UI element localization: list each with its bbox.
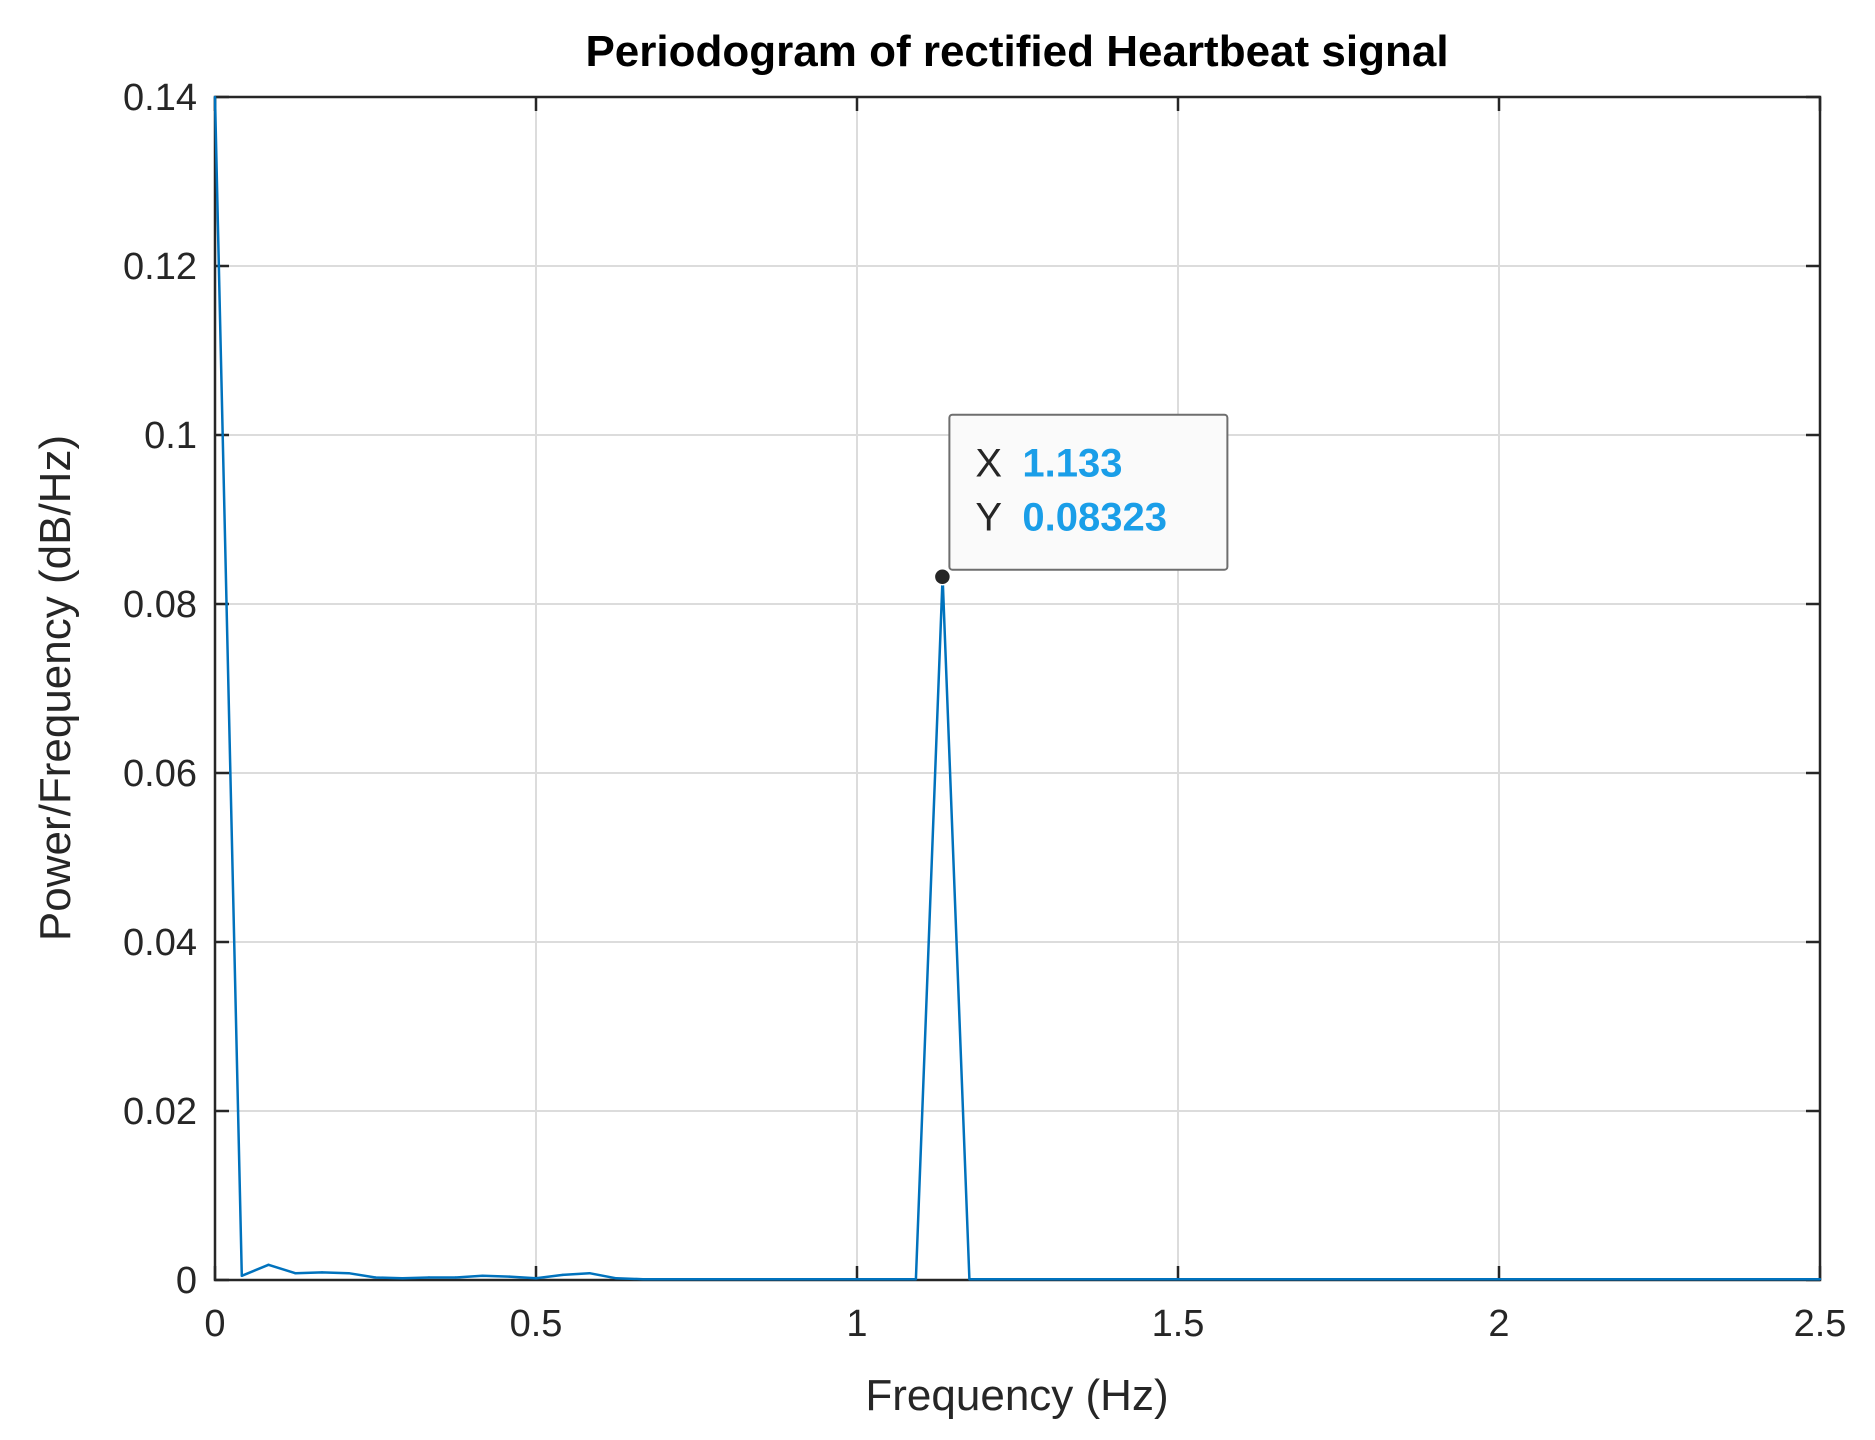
series-point [1818,1277,1822,1281]
series-point [427,1276,431,1279]
series-point [534,1277,538,1280]
tick-label-layer: 0 0.5 1 1.5 2 2.5 0 0.02 0.04 0.06 0.08 0.1 0.12 0.14 [123,77,1846,1345]
series-point [267,1263,270,1266]
series-point [1658,1277,1661,1281]
y-tick-label: 0.06 [123,753,197,795]
datatip-y-key: Y [975,496,1002,540]
series-point [748,1277,752,1281]
series-point [401,1277,404,1280]
chart-title: Periodogram of rectified Heartbeat signa… [585,27,1448,76]
y-tick-label: 0.04 [123,922,197,964]
series-point [561,1273,564,1277]
series-point [968,1277,971,1281]
series-point [240,1274,243,1277]
datatip-y-value: 0.08323 [1022,496,1167,540]
series-point [615,1277,618,1280]
x-tick-label: 0 [204,1303,225,1345]
series-point [641,1277,645,1281]
datatip-x-value: 1.133 [1022,442,1122,486]
series-point [1337,1277,1340,1281]
y-tick-label: 0.08 [123,584,197,626]
y-tick-label: 0.1 [144,415,197,457]
series-point [454,1276,457,1279]
series-point [294,1272,297,1275]
x-tick-label: 1.5 [1152,1303,1205,1345]
series-point [481,1274,484,1277]
series-point [887,1277,891,1281]
series-point [855,1277,859,1281]
series-point [347,1272,350,1275]
series-point [802,1277,805,1281]
series-point [508,1275,511,1278]
y-axis-label: Power/Frequency (dB/Hz) [31,435,80,941]
x-tick-label: 0.5 [510,1303,563,1345]
series-point [1497,1277,1501,1281]
series-layer [213,95,1822,1281]
datatip-box [948,413,1229,571]
series-point [588,1272,591,1275]
series-point [320,1271,324,1274]
series-line [213,96,1820,1281]
series-point [1048,1277,1051,1281]
y-tick-label: 0.14 [123,77,197,119]
x-tick-label: 2.5 [1794,1303,1847,1345]
y-tick-label: 0 [176,1260,197,1302]
x-tick-label: 1 [846,1303,867,1345]
y-tick-label: 0.02 [123,1091,197,1133]
series-point [695,1277,698,1281]
datatip-marker[interactable] [933,567,952,586]
series-point [374,1276,377,1279]
series-point [1176,1277,1180,1281]
datatip-layer: X 1.133 Y 0.08323 [933,413,1229,586]
x-tick-label: 2 [1488,1303,1509,1345]
y-tick-label: 0.12 [123,246,197,288]
x-axis-label: Frequency (Hz) [865,1371,1168,1420]
series-point [213,95,217,99]
series-point [994,1277,998,1281]
datatip-x-key: X [975,442,1002,486]
series-point [914,1277,918,1281]
